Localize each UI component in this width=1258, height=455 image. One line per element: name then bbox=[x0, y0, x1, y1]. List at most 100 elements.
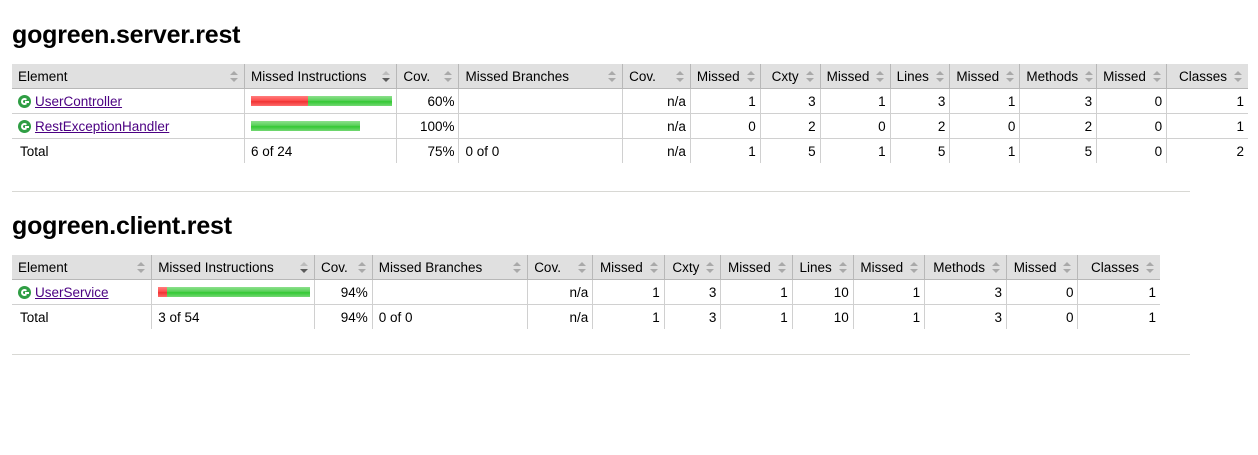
cell-total-instructions-cov: 75% bbox=[396, 138, 459, 163]
sort-arrows-icon[interactable] bbox=[746, 70, 756, 83]
coverage-bar-missed bbox=[251, 96, 308, 106]
sort-arrows-icon[interactable] bbox=[838, 261, 849, 274]
col-header-missed-branches[interactable]: Missed Branches bbox=[371, 255, 528, 280]
section-separator-wrap bbox=[12, 329, 1246, 355]
sort-arrows-icon[interactable] bbox=[1005, 70, 1015, 83]
class-icon bbox=[18, 285, 31, 299]
sort-arrows-icon[interactable] bbox=[1062, 261, 1073, 274]
sort-arrows-icon[interactable] bbox=[649, 261, 660, 274]
col-header-lines[interactable]: Lines bbox=[791, 255, 854, 280]
col-header-label: Cxty bbox=[672, 259, 700, 275]
col-header-lines[interactable]: Lines bbox=[889, 64, 950, 89]
sort-arrows-icon[interactable] bbox=[777, 261, 788, 274]
col-header-missed-cxty[interactable]: Missed bbox=[689, 64, 761, 89]
table-header-row: Element Missed Instructions Cov. bbox=[12, 255, 1160, 280]
sort-arrows-icon[interactable] bbox=[991, 261, 1002, 274]
col-header-branches-cov[interactable]: Cov. bbox=[622, 64, 691, 89]
sort-arrows-icon[interactable] bbox=[577, 261, 588, 274]
col-header-classes[interactable]: Classes bbox=[1166, 64, 1248, 89]
col-header-instructions-cov[interactable]: Cov. bbox=[313, 255, 373, 280]
col-header-missed-branches[interactable]: Missed Branches bbox=[458, 64, 623, 89]
col-header-label: Missed Branches bbox=[378, 259, 483, 275]
col-header-missed-methods[interactable]: Missed bbox=[852, 255, 925, 280]
cell-classes: 1 bbox=[1077, 279, 1160, 305]
col-header-label: Cov. bbox=[534, 259, 561, 275]
cell-missed-instructions-bar bbox=[244, 88, 397, 114]
cell-missed-instructions-bar bbox=[244, 113, 397, 139]
col-header-label: Classes bbox=[1178, 68, 1227, 84]
col-header-label: Missed bbox=[599, 259, 643, 275]
table-row[interactable]: UserService 94% n/a 1 3 1 10 1 3 bbox=[12, 279, 1160, 305]
sort-arrows-icon[interactable] bbox=[1084, 70, 1094, 83]
element-link[interactable]: UserController bbox=[35, 93, 123, 109]
page-title-server-rest: gogreen.server.rest bbox=[12, 21, 241, 49]
sort-arrows-icon[interactable] bbox=[607, 70, 618, 83]
coverage-table-server-rest: Element Missed Instructions Cov. bbox=[12, 64, 1248, 163]
cell-methods: 3 bbox=[924, 279, 1007, 305]
col-header-instructions-cov[interactable]: Cov. bbox=[396, 64, 459, 89]
col-header-label: Missed bbox=[728, 259, 771, 275]
cell-total-lines: 5 bbox=[889, 138, 950, 163]
sort-arrows-icon[interactable] bbox=[805, 70, 816, 83]
col-header-label: Missed bbox=[956, 68, 1000, 84]
cell-branches-cov: n/a bbox=[622, 88, 691, 114]
sort-arrows-icon[interactable] bbox=[357, 261, 368, 274]
col-header-methods[interactable]: Methods bbox=[1019, 64, 1097, 89]
sort-arrows-icon[interactable] bbox=[705, 261, 716, 274]
sort-arrows-icon[interactable] bbox=[229, 70, 240, 83]
class-icon bbox=[18, 94, 31, 108]
table-header-row: Element Missed Instructions Cov. bbox=[12, 64, 1248, 89]
col-header-methods[interactable]: Methods bbox=[924, 255, 1007, 280]
col-header-missed-classes[interactable]: Missed bbox=[1096, 64, 1167, 89]
cell-instructions-cov: 94% bbox=[313, 279, 373, 305]
col-header-missed-instructions[interactable]: Missed Instructions bbox=[244, 64, 397, 89]
col-header-label: Missed bbox=[696, 68, 740, 84]
col-header-cxty[interactable]: Cxty bbox=[663, 255, 721, 280]
sort-arrows-icon[interactable] bbox=[875, 70, 885, 83]
col-header-missed-methods[interactable]: Missed bbox=[949, 64, 1020, 89]
col-header-label: Missed Instructions bbox=[158, 259, 274, 275]
element-link[interactable]: RestExceptionHandler bbox=[35, 118, 170, 134]
col-header-missed-classes[interactable]: Missed bbox=[1006, 255, 1078, 280]
cell-missed-lines: 1 bbox=[720, 279, 793, 305]
sort-arrows-icon[interactable] bbox=[1152, 70, 1162, 83]
cell-lines: 2 bbox=[889, 113, 950, 139]
sort-arrows-desc-icon[interactable] bbox=[299, 261, 310, 274]
coverage-bar-missed bbox=[158, 287, 168, 297]
col-header-label: Missed bbox=[1103, 68, 1146, 84]
sort-arrows-icon[interactable] bbox=[675, 70, 686, 83]
sort-arrows-icon[interactable] bbox=[1233, 70, 1244, 83]
col-header-missed-instructions[interactable]: Missed Instructions bbox=[151, 255, 315, 280]
col-header-element[interactable]: Element bbox=[12, 255, 152, 280]
coverage-bar bbox=[158, 287, 310, 297]
cell-total-classes: 2 bbox=[1166, 138, 1248, 163]
sort-arrows-icon[interactable] bbox=[136, 261, 147, 274]
table-row[interactable]: UserController 60% n/a 1 3 1 3 1 3 bbox=[12, 88, 1248, 114]
col-header-missed-cxty[interactable]: Missed bbox=[592, 255, 665, 280]
cell-missed-classes: 0 bbox=[1096, 113, 1167, 139]
table-row[interactable]: RestExceptionHandler 100% n/a 0 2 0 2 0 … bbox=[12, 113, 1248, 139]
cell-total-label: Total bbox=[12, 139, 245, 164]
sort-arrows-icon[interactable] bbox=[909, 261, 920, 274]
col-header-branches-cov[interactable]: Cov. bbox=[527, 255, 593, 280]
sort-arrows-icon[interactable] bbox=[1145, 261, 1156, 274]
col-header-classes[interactable]: Classes bbox=[1077, 255, 1160, 280]
col-header-label: Cov. bbox=[629, 68, 656, 84]
col-header-cxty[interactable]: Cxty bbox=[759, 64, 821, 89]
col-header-label: Cov. bbox=[320, 259, 348, 275]
cell-element: UserService bbox=[12, 279, 152, 305]
col-header-missed-lines[interactable]: Missed bbox=[819, 64, 891, 89]
cell-total-missed-lines: 1 bbox=[819, 138, 891, 163]
cell-total-cxty: 3 bbox=[663, 304, 721, 329]
sort-arrows-icon[interactable] bbox=[935, 70, 946, 83]
sort-arrows-icon[interactable] bbox=[443, 70, 454, 83]
element-link[interactable]: UserService bbox=[35, 284, 109, 300]
col-header-missed-lines[interactable]: Missed bbox=[720, 255, 793, 280]
col-header-element[interactable]: Element bbox=[12, 64, 245, 89]
sort-arrows-icon[interactable] bbox=[512, 261, 523, 274]
cell-methods: 3 bbox=[1019, 88, 1097, 114]
cell-total-missed-classes: 0 bbox=[1096, 138, 1167, 163]
sort-arrows-desc-icon[interactable] bbox=[381, 70, 392, 83]
col-header-label: Methods bbox=[933, 259, 986, 275]
cell-instructions-cov: 60% bbox=[396, 88, 459, 114]
